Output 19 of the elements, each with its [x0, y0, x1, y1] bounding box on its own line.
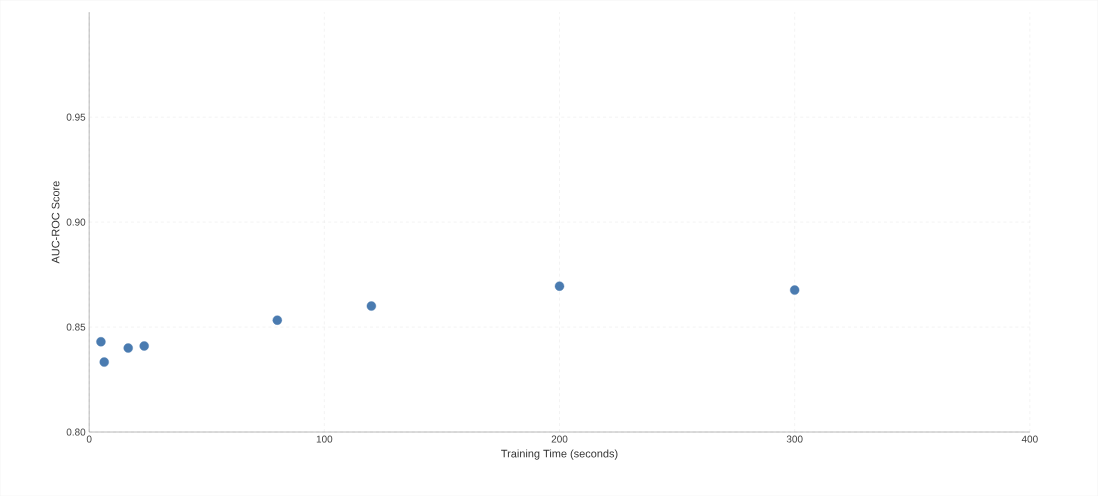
x-axis-title: Training Time (seconds) — [501, 449, 618, 460]
point — [96, 336, 106, 347]
y-tick-label: 0.95 — [66, 113, 86, 121]
y-tick-label: 0.90 — [66, 218, 86, 226]
y-axis-title: AUC-ROC Score — [51, 181, 60, 264]
x-tick-label: 100 — [316, 435, 333, 443]
x-tick-label: 0 — [86, 435, 92, 443]
point — [789, 285, 800, 295]
x-tick-label: 300 — [786, 435, 803, 443]
point — [554, 281, 565, 291]
point — [366, 301, 377, 311]
x-tick-label: 400 — [1021, 435, 1038, 443]
y-tick-label: 0.80 — [66, 428, 86, 436]
point — [139, 341, 149, 351]
y-tick-label: 0.85 — [66, 323, 86, 331]
point — [272, 315, 283, 325]
point — [123, 343, 133, 353]
point — [99, 357, 109, 367]
x-tick-label: 200 — [551, 435, 568, 443]
